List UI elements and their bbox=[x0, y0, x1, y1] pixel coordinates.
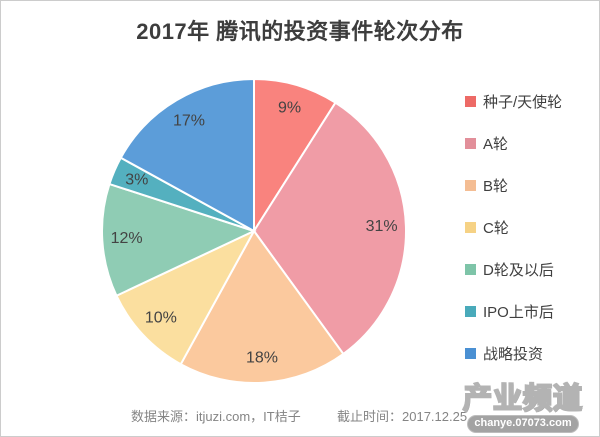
legend-color-icon bbox=[465, 179, 476, 191]
legend-color-icon bbox=[465, 263, 476, 275]
legend-item-5: IPO上市后 bbox=[465, 290, 562, 332]
legend-label: 种子/天使轮 bbox=[483, 93, 563, 111]
slice-label-2: 18% bbox=[246, 350, 278, 367]
slice-label-6: 17% bbox=[173, 112, 205, 129]
legend-label: B轮 bbox=[483, 177, 509, 195]
pie-slice-1 bbox=[252, 101, 408, 356]
watermark-title: 产业频道 bbox=[462, 383, 583, 415]
slice-label-0: 9% bbox=[278, 100, 301, 117]
legend-color-icon bbox=[465, 221, 476, 233]
data-source-label: 数据来源：itjuzi.com，IT桔子 bbox=[131, 409, 301, 424]
legend-item-6: 战略投资 bbox=[465, 332, 562, 374]
legend-label: D轮及以后 bbox=[483, 261, 554, 279]
legend-label: A轮 bbox=[483, 135, 509, 153]
pie-slice-3 bbox=[115, 228, 257, 366]
legend-item-4: D轮及以后 bbox=[465, 248, 562, 290]
legend: 种子/天使轮 A轮 B轮 C轮 D轮及以后 IPO上市后 战略投资 bbox=[465, 80, 562, 374]
legend-item-2: B轮 bbox=[465, 164, 562, 206]
legend-color-icon bbox=[465, 347, 476, 359]
slice-label-4: 12% bbox=[111, 230, 143, 247]
legend-color-icon bbox=[465, 305, 476, 317]
slice-label-5: 3% bbox=[125, 172, 148, 189]
legend-label: C轮 bbox=[483, 219, 509, 237]
pie-slice-4 bbox=[101, 182, 257, 298]
pie-slice-0 bbox=[253, 77, 337, 235]
watermark-url-badge: chanye.07073.com bbox=[467, 415, 579, 433]
chart-title: 2017年 腾讯的投资事件轮次分布 bbox=[136, 19, 464, 44]
watermark: 产业频道 chanye.07073.com bbox=[449, 383, 597, 433]
legend-label: 战略投资 bbox=[483, 345, 544, 363]
legend-color-icon bbox=[465, 95, 476, 107]
pie-slice-2 bbox=[179, 229, 345, 384]
slice-label-3: 10% bbox=[145, 310, 177, 327]
legend-item-1: A轮 bbox=[465, 122, 562, 164]
legend-label: IPO上市后 bbox=[483, 303, 554, 321]
cutoff-date-label: 截止时间：2017.12.25 bbox=[337, 409, 468, 424]
legend-item-0: 种子/天使轮 bbox=[465, 80, 562, 122]
legend-color-icon bbox=[465, 137, 476, 149]
pie-slice-6 bbox=[119, 77, 255, 233]
slice-label-1: 31% bbox=[366, 218, 398, 235]
legend-item-3: C轮 bbox=[465, 206, 562, 248]
